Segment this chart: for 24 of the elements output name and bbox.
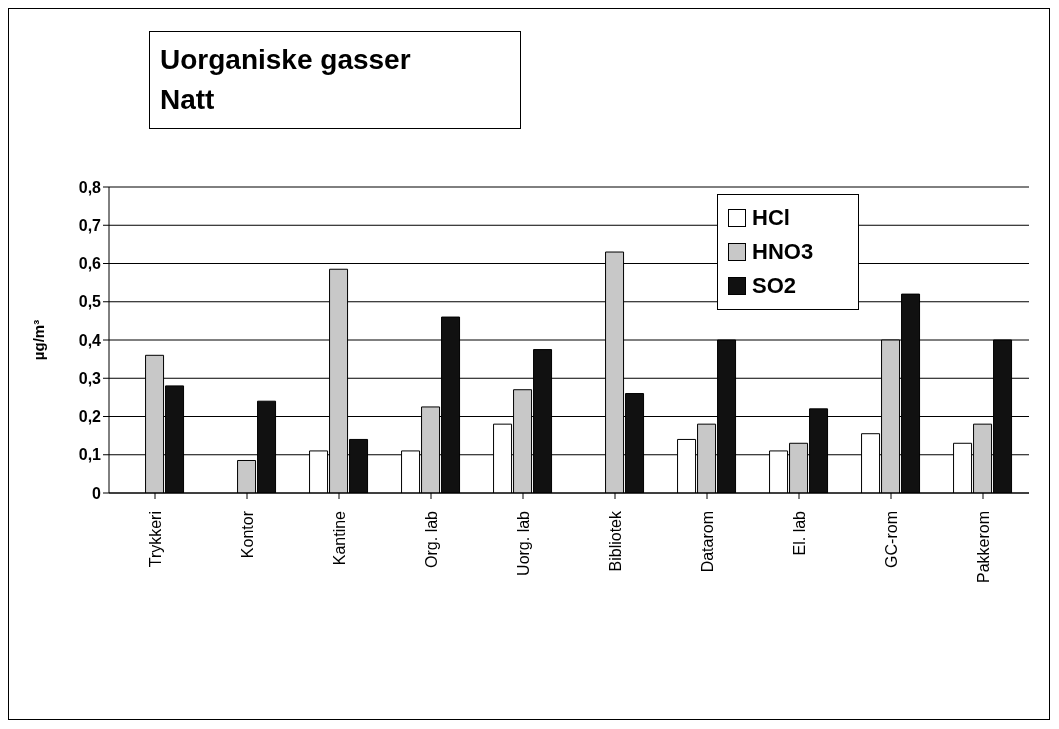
x-tick-label: Bibliotek [606,510,624,572]
x-tick-label: Pakkerom [974,511,992,584]
x-tick-label: GC-rom [882,511,900,568]
legend-label: HNO3 [752,238,814,266]
y-tick-label: 0,8 [78,178,102,196]
y-tick-label: 0,5 [78,293,102,311]
y-tick-label: 0,1 [78,446,102,464]
x-tick-label: Kontor [238,510,256,559]
x-tick-label: El. lab [790,510,808,556]
y-tick-label: 0,4 [78,331,102,349]
x-tick-label: Trykkeri [146,511,164,568]
y-tick-label: 0,3 [78,369,102,387]
x-tick-label: Kantine [330,510,348,566]
x-tick-label: Org. lab [422,510,440,568]
x-tick-label: Datarom [698,511,716,573]
y-tick-label: 0,7 [78,216,102,234]
legend-label: HCl [752,204,790,232]
y-tick-label: 0 [92,484,102,502]
x-tick-label: Uorg. lab [514,510,532,576]
y-tick-label: 0,6 [78,255,102,273]
legend-label: SO2 [752,272,797,300]
chart-title: Uorganiske gasser Natt [160,43,412,117]
y-tick-label: 0,2 [78,408,102,426]
y-axis-title: µg/m³ [30,319,48,361]
